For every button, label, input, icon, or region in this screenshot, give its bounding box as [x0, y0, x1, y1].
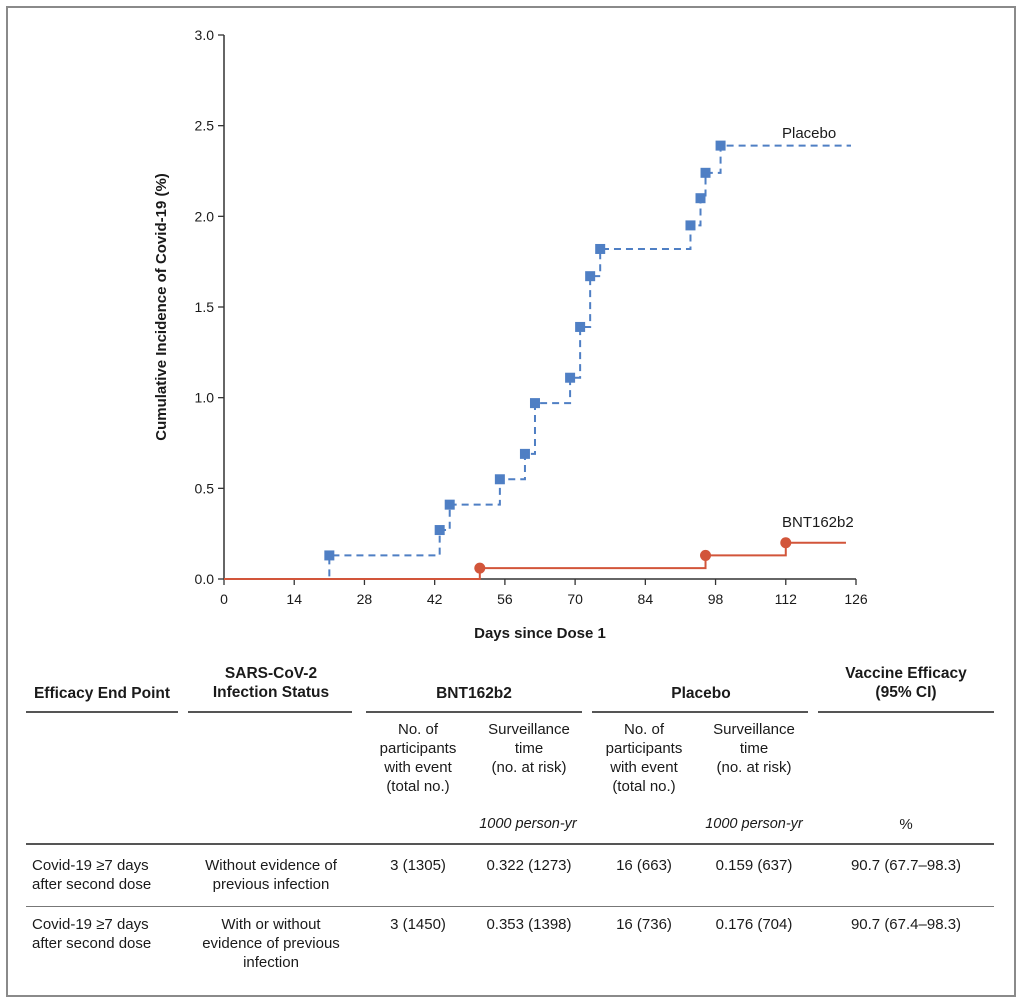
x-axis-label: Days since Dose 1: [474, 625, 606, 642]
data-point-placebo: [434, 525, 445, 536]
y-axis-label: Cumulative Incidence of Covid-19 (%): [153, 173, 170, 441]
x-tick-label: 0: [220, 591, 228, 607]
data-point-placebo: [444, 499, 455, 510]
y-tick-label: 2.5: [195, 118, 215, 134]
data-point-placebo: [575, 321, 586, 332]
data-point-bnt162b2: [700, 549, 712, 561]
x-tick-label: 70: [567, 591, 583, 607]
x-tick-label: 14: [286, 591, 302, 607]
data-point-placebo: [585, 271, 596, 282]
y-tick-label: 1.0: [195, 390, 215, 406]
cumulative-incidence-chart: 0.0 0.5 1.0 1.5 2.0 2.5 3.0 0 14 28 42 56 70 84 98 112 1…: [153, 27, 868, 642]
x-tick-label: 84: [638, 591, 654, 607]
figure-frame: [6, 6, 1016, 997]
x-tick-label: 112: [775, 591, 798, 607]
series-line-bnt162b2: [224, 541, 846, 580]
y-tick-label: 3.0: [195, 27, 215, 43]
data-point-placebo: [494, 474, 505, 485]
series-label-bnt162b2: BNT162b2: [782, 514, 854, 531]
data-point-placebo: [519, 448, 530, 459]
data-point-placebo: [715, 140, 726, 151]
series-label-placebo: Placebo: [782, 125, 836, 142]
y-tick-label: 0.0: [195, 571, 215, 587]
data-point-placebo: [529, 398, 540, 409]
data-point-bnt162b2: [474, 562, 486, 574]
data-point-placebo: [565, 372, 576, 383]
data-point-placebo: [700, 167, 711, 178]
y-tick-label: 0.5: [195, 480, 215, 496]
x-tick-label: 56: [497, 591, 513, 607]
data-point-placebo: [324, 550, 335, 561]
data-point-placebo: [685, 220, 696, 231]
x-tick-label: 98: [708, 591, 724, 607]
data-point-placebo: [695, 193, 706, 204]
y-tick-label: 1.5: [195, 299, 215, 315]
x-tick-label: 126: [844, 591, 868, 607]
data-point-bnt162b2: [780, 537, 792, 549]
chart-series: [224, 140, 851, 580]
x-tick-label: 42: [427, 591, 443, 607]
x-tick-label: 28: [357, 591, 373, 607]
data-point-placebo: [595, 243, 606, 254]
y-tick-label: 2.0: [195, 208, 215, 224]
chart-axes: 0.0 0.5 1.0 1.5 2.0 2.5 3.0 0 14 28 42 56 70 84 98 112 1…: [195, 27, 868, 607]
series-line-placebo: [224, 144, 851, 580]
